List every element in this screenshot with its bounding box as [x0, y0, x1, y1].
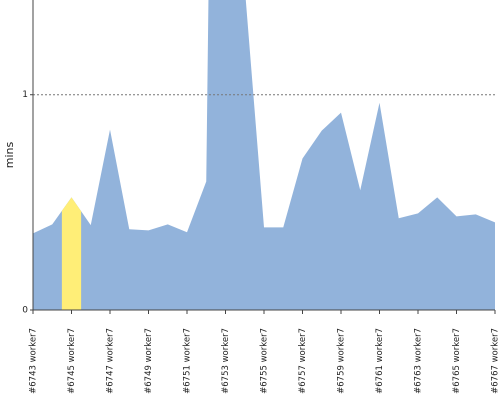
x-tick-label: #6765 worker7	[452, 328, 462, 394]
x-tick-label: #6747 worker7	[106, 328, 116, 394]
y-tick-label: 0	[22, 306, 28, 316]
x-tick-label: #6767 worker7	[491, 328, 500, 394]
x-tick-label: #6755 worker7	[260, 328, 270, 394]
x-tick-label: #6757 worker7	[298, 328, 308, 394]
x-tick-label: #6749 worker7	[144, 328, 154, 394]
y-axis-label: mins	[3, 141, 16, 168]
x-tick-label: #6743 worker7	[29, 328, 39, 394]
area	[33, 0, 495, 310]
x-tick-label: #6751 worker7	[183, 328, 193, 394]
x-tick-label: #6753 worker7	[221, 328, 231, 394]
plot-area	[33, 0, 495, 310]
x-tick-label: #6761 worker7	[375, 328, 385, 394]
x-tick-label: #6745 worker7	[67, 328, 77, 394]
highlight	[61, 197, 82, 310]
y-tick-label: 1	[22, 90, 28, 100]
x-tick-label: #6763 worker7	[414, 328, 424, 394]
x-tick-label: #6759 worker7	[337, 328, 347, 394]
